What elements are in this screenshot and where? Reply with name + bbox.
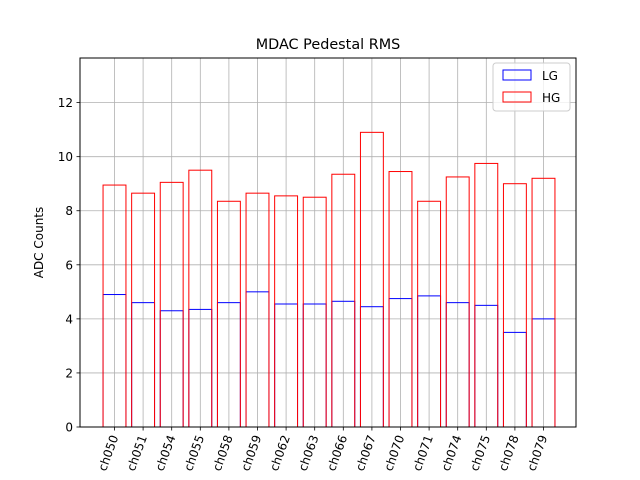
legend-label-lg: LG [542,69,558,83]
x-tick-label: ch071 [410,433,436,473]
chart-title: MDAC Pedestal RMS [256,37,401,53]
legend-box [492,62,571,112]
y-tick-label: 2 [65,366,73,380]
y-tick-label: 6 [65,258,73,272]
x-tick-label: ch079 [524,433,550,473]
y-tick-label: 0 [65,421,73,435]
y-tick-label: 12 [58,96,73,110]
x-tick-label: ch070 [381,433,407,473]
y-tick-label: 4 [65,312,73,326]
legend-swatch-hg [502,91,532,103]
x-tick-label: ch059 [238,433,264,473]
plot-frame [79,57,577,428]
bars [102,131,556,428]
x-tick-label: ch066 [324,433,350,473]
x-tick-label: ch067 [353,433,379,473]
x-tick-label: ch058 [210,433,236,473]
x-tick-label: ch054 [153,433,179,473]
x-tick-label: ch062 [267,433,293,473]
x-tick-label: ch063 [296,433,322,473]
legend-label-hg: HG [542,91,560,105]
x-tick-label: ch050 [95,433,121,473]
grid [80,58,576,428]
y-axis: 0 2 4 6 8 10 12 [58,96,80,435]
legend-swatch-lg [502,69,532,81]
y-tick-label: 10 [58,150,73,164]
x-tick-label: ch075 [467,433,493,473]
x-tick-label: ch051 [124,433,150,473]
y-tick-label: 8 [65,204,73,218]
x-tick-label: ch055 [181,433,207,473]
x-axis: ch050 ch051 ch054 ch055 ch058 ch059 ch062 ch063… [95,427,550,473]
x-tick-label: ch078 [496,433,522,473]
legend: LG HG [492,62,571,112]
y-axis-label: ADC Counts [32,207,46,279]
x-tick-label: ch074 [439,433,465,473]
